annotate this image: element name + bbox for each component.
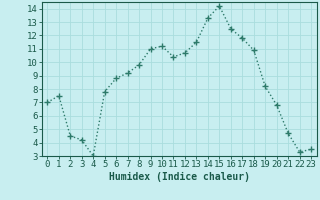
X-axis label: Humidex (Indice chaleur): Humidex (Indice chaleur) bbox=[109, 172, 250, 182]
